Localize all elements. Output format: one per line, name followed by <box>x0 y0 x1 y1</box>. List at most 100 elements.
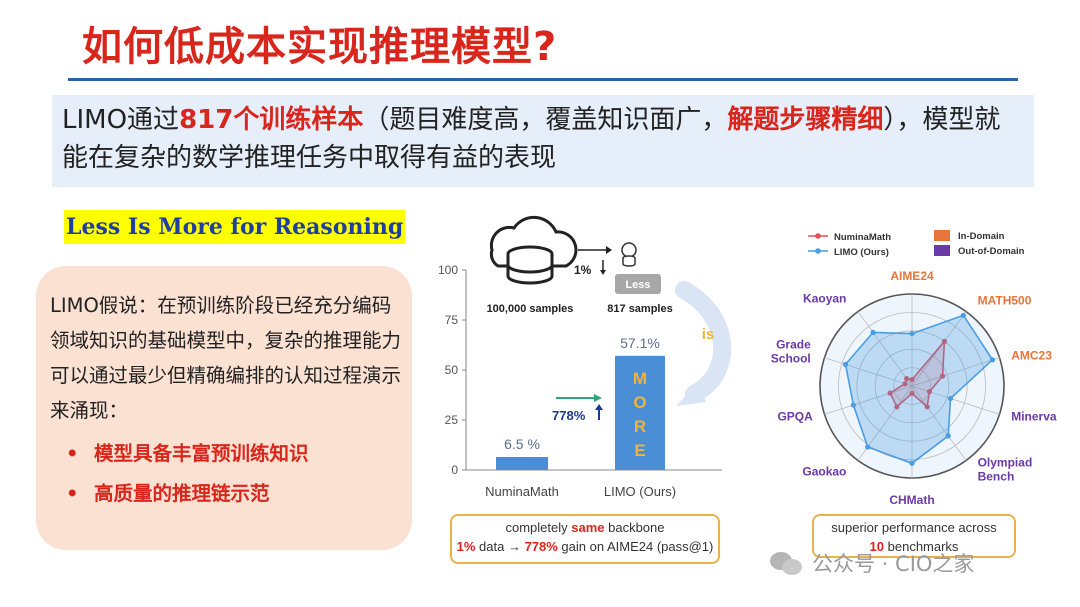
bar-value-label: 6.5 % <box>504 436 540 452</box>
radar-axis-label: Grade School <box>771 338 811 366</box>
legend-label: In-Domain <box>958 231 1005 242</box>
radar-point <box>909 330 915 337</box>
hypothesis-list: • 模型具备丰富预训练知识 • 高质量的推理链示范 <box>50 434 402 514</box>
radar-axis-label: Olympiad Bench <box>978 455 1033 483</box>
bar-plot-area: 0 25 50 75 100 6.5 % NuminaMath 57.1% LIMO (Ours… <box>438 263 722 499</box>
bar-note-text: completely <box>505 520 572 535</box>
radar-point <box>909 390 915 396</box>
radar-point <box>960 312 966 318</box>
bar <box>496 457 548 470</box>
radar-point <box>941 338 948 344</box>
radar-note-text: benchmarks <box>884 539 959 554</box>
radar-point <box>850 402 856 408</box>
radar-spoke <box>824 385 913 415</box>
is-label: is <box>702 326 715 343</box>
radar-axis-label: MATH500 <box>978 294 1032 308</box>
legend-label: Out-of-Domain <box>958 246 1025 257</box>
database-large-icon <box>489 215 578 285</box>
bar-note-highlight: 1% <box>456 539 476 554</box>
hypothesis-text: LIMO假说：在预训练阶段已经充分编码领域知识的基础模型中，复杂的推理能力可以通… <box>50 294 402 422</box>
legend-swatch-out-domain <box>934 245 950 256</box>
slide-title: 如何低成本实现推理模型? <box>82 24 558 70</box>
radar-axis-label: AIME24 <box>890 269 934 283</box>
legend-swatch-dot <box>815 233 821 239</box>
summary-highlight-samples: 817个训练样本 <box>179 105 364 135</box>
radar-legend: NuminaMath LIMO (Ours) In-Domain Out-of-Dom… <box>808 230 1025 258</box>
radar-spoke <box>911 385 1000 415</box>
hypothesis-box: LIMO假说：在预训练阶段已经充分编码领域知识的基础模型中，复杂的推理能力可以通… <box>36 266 412 550</box>
watermark: 公众号 · CIO之家 <box>770 548 974 578</box>
radar-point <box>887 390 893 396</box>
hypothesis-bullet: • 模型具备丰富预训练知识 <box>66 442 309 465</box>
legend-swatch-in-domain <box>934 230 950 241</box>
radar-axis-label: AMC23 <box>1011 349 1052 363</box>
summary-text-1: LIMO通过 <box>62 105 180 135</box>
bar-note-highlight: same <box>571 520 605 535</box>
radar-note-box: superior performance across 10 benchmark… <box>812 514 1016 558</box>
bar-note-text: gain on AIME24 (pass@1) <box>557 539 714 554</box>
radar-note-highlight: 10 <box>869 539 885 554</box>
hypothesis-bullet-text: 高质量的推理链示范 <box>94 482 270 505</box>
bar-note-text: data → <box>475 539 525 554</box>
radar-plot-area: AIME24 MATH500 AMC23 Minerva Olympiad Bench CH… <box>771 269 1057 507</box>
legend-label: LIMO (Ours) <box>834 247 889 258</box>
watermark-text: 公众号 · CIO之家 <box>812 552 975 576</box>
legend-swatch-dot <box>815 248 821 254</box>
gain-label: 778% <box>552 408 586 423</box>
radar-point <box>894 404 900 410</box>
radar-point <box>903 375 910 382</box>
is-arrow-icon: is <box>675 281 732 406</box>
more-letter: E <box>634 441 645 460</box>
y-tick-label: 50 <box>445 363 459 377</box>
radar-point <box>902 381 908 387</box>
radar-note-line1: superior performance across <box>831 520 997 535</box>
samples-left-label: 100,000 samples <box>487 303 574 315</box>
radar-spoke <box>911 357 1000 387</box>
radar-point <box>842 361 849 367</box>
y-tick-label: 100 <box>438 263 458 277</box>
radar-axis-label: Minerva <box>1011 409 1057 423</box>
x-tick-label: LIMO (Ours) <box>604 484 676 499</box>
summary-highlight-steps: 解题步骤精细 <box>727 105 884 135</box>
radar-spoke <box>857 311 913 387</box>
summary-box: LIMO通过817个训练样本（题目难度高，覆盖知识面广，解题步骤精细），模型就能… <box>52 95 1034 187</box>
y-tick-label: 0 <box>451 463 458 477</box>
hypothesis-bullet: • 高质量的推理链示范 <box>66 482 270 505</box>
y-tick-label: 75 <box>445 313 459 327</box>
title-divider <box>68 78 1018 81</box>
radar-axis-label: CHMath <box>889 493 934 507</box>
bar-chart: 1% Less 100,000 samples 817 samples is 0… <box>438 215 732 499</box>
hypothesis-bullet-text: 模型具备丰富预训练知识 <box>94 442 309 465</box>
limo-heading: Less Is More for Reasoning <box>64 210 406 244</box>
radar-chart: NuminaMath LIMO (Ours) In-Domain Out-of-Dom… <box>771 230 1057 507</box>
summary-text-3: ），模型就能在复杂的数学推理任务中取得有益的表现 <box>62 105 1001 173</box>
radar-axis-label: Kaoyan <box>803 292 846 306</box>
bar-note-text: backbone <box>604 520 665 535</box>
less-label: Less <box>625 279 650 291</box>
radar-point <box>865 444 871 450</box>
more-letters: M O R E <box>633 369 647 460</box>
radar-point <box>947 395 954 402</box>
database-small-icon <box>621 242 637 267</box>
samples-right-label: 817 samples <box>607 303 672 315</box>
bar-note-line1: completely same backbone <box>452 518 718 537</box>
bar-note-line2: 1% data → 778% gain on AIME24 (pass@1) <box>452 537 718 556</box>
radar-point <box>926 389 933 395</box>
radar-axis-label: GPQA <box>777 409 813 423</box>
more-letter: M <box>633 369 647 388</box>
radar-point <box>989 357 996 363</box>
radar-note-line2: 10 benchmarks <box>814 537 1014 556</box>
bar <box>615 355 665 470</box>
more-letter: O <box>633 393 646 412</box>
x-tick-label: NuminaMath <box>485 484 559 499</box>
gain-arrow-icon <box>556 394 603 420</box>
radar-spoke <box>911 385 967 461</box>
radar-point <box>940 373 946 379</box>
radar-point <box>924 404 930 410</box>
radar-point <box>909 460 915 466</box>
radar-spoke <box>824 357 913 387</box>
radar-point <box>909 376 915 383</box>
more-letter: R <box>634 417 646 436</box>
reduce-arrow-icon <box>578 246 612 275</box>
bar-value-label: 57.1% <box>620 335 660 351</box>
